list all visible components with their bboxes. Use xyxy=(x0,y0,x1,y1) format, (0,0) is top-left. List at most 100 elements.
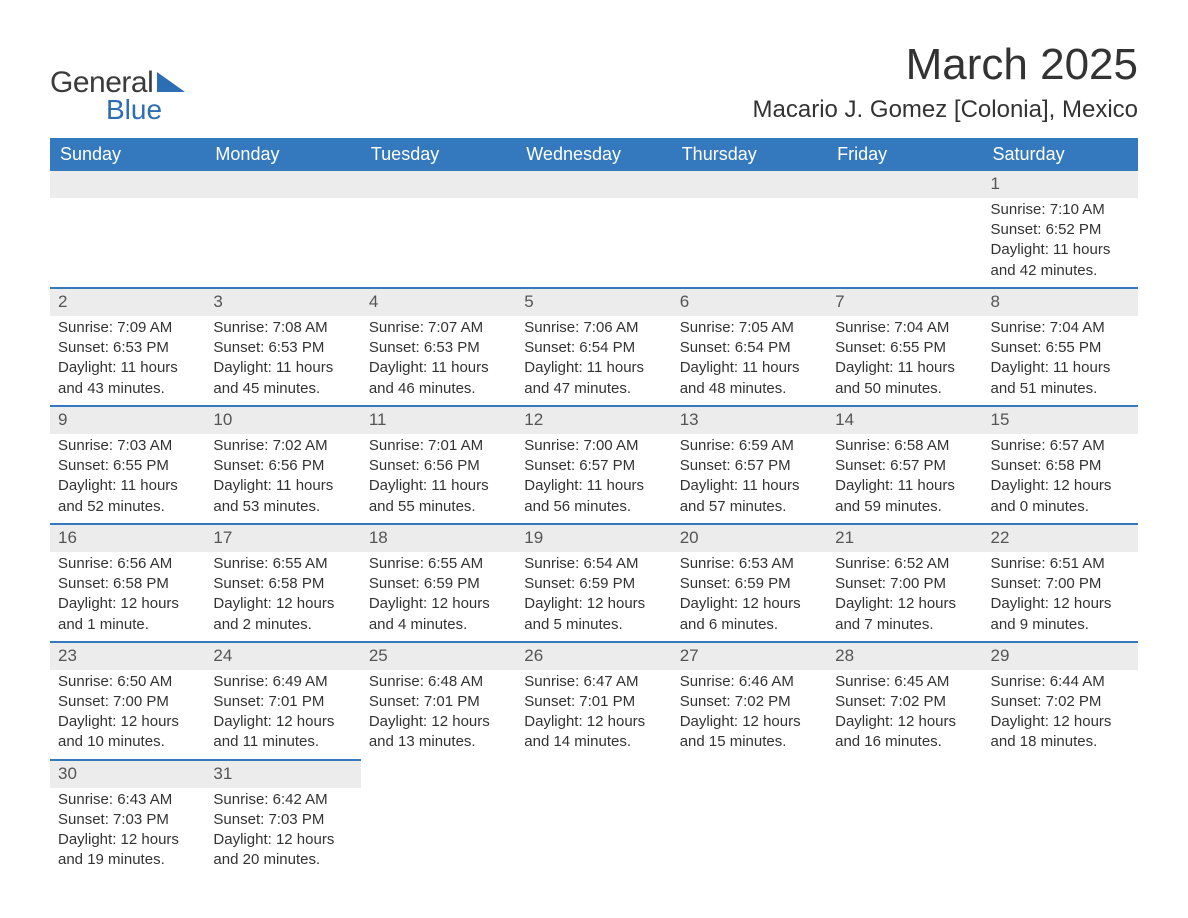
day-number-cell: 12 xyxy=(516,406,671,434)
sunset-text: Sunset: 6:58 PM xyxy=(213,574,352,594)
sunset-text: Sunset: 6:57 PM xyxy=(680,456,819,476)
day-number-cell xyxy=(827,171,982,198)
day1-text: Daylight: 12 hours xyxy=(524,712,663,732)
sunrise-text: Sunrise: 6:48 AM xyxy=(369,672,508,692)
day2-text: and 5 minutes. xyxy=(524,615,663,635)
day-detail-cell: Sunrise: 7:02 AMSunset: 6:56 PMDaylight:… xyxy=(205,434,360,524)
day-number-cell xyxy=(50,171,205,198)
location-subtitle: Macario J. Gomez [Colonia], Mexico xyxy=(753,96,1138,124)
day-number-cell: 15 xyxy=(983,406,1138,434)
day-detail-cell: Sunrise: 6:50 AMSunset: 7:00 PMDaylight:… xyxy=(50,670,205,760)
sunrise-text: Sunrise: 6:51 AM xyxy=(991,554,1130,574)
sunrise-text: Sunrise: 7:05 AM xyxy=(680,318,819,338)
day2-text: and 56 minutes. xyxy=(524,497,663,517)
sunset-text: Sunset: 6:59 PM xyxy=(524,574,663,594)
day-header: Wednesday xyxy=(516,138,671,171)
day2-text: and 50 minutes. xyxy=(835,379,974,399)
sunset-text: Sunset: 6:54 PM xyxy=(524,338,663,358)
day1-text: Daylight: 12 hours xyxy=(213,712,352,732)
day-detail-cell xyxy=(516,788,671,877)
day-detail-cell: Sunrise: 7:07 AMSunset: 6:53 PMDaylight:… xyxy=(361,316,516,406)
day1-text: Daylight: 11 hours xyxy=(58,476,197,496)
day-header: Sunday xyxy=(50,138,205,171)
day-number-cell: 28 xyxy=(827,642,982,670)
day2-text: and 57 minutes. xyxy=(680,497,819,517)
day2-text: and 55 minutes. xyxy=(369,497,508,517)
day-number-cell xyxy=(983,760,1138,788)
day1-text: Daylight: 11 hours xyxy=(58,358,197,378)
sunset-text: Sunset: 6:56 PM xyxy=(369,456,508,476)
day-detail-cell: Sunrise: 6:55 AMSunset: 6:58 PMDaylight:… xyxy=(205,552,360,642)
day-number: 26 xyxy=(524,646,543,665)
day-detail-cell: Sunrise: 6:51 AMSunset: 7:00 PMDaylight:… xyxy=(983,552,1138,642)
calendar-table: Sunday Monday Tuesday Wednesday Thursday… xyxy=(50,138,1138,877)
day1-text: Daylight: 12 hours xyxy=(835,712,974,732)
day2-text: and 45 minutes. xyxy=(213,379,352,399)
sunset-text: Sunset: 7:00 PM xyxy=(835,574,974,594)
day-number: 11 xyxy=(369,410,387,429)
sunrise-text: Sunrise: 6:47 AM xyxy=(524,672,663,692)
day-detail-cell xyxy=(205,198,360,288)
day-number-cell: 1 xyxy=(983,171,1138,198)
day2-text: and 13 minutes. xyxy=(369,732,508,752)
day-number: 17 xyxy=(213,528,232,547)
sunset-text: Sunset: 6:53 PM xyxy=(369,338,508,358)
day2-text: and 6 minutes. xyxy=(680,615,819,635)
day-number-cell xyxy=(205,171,360,198)
sunset-text: Sunset: 7:02 PM xyxy=(991,692,1130,712)
day-number: 29 xyxy=(991,646,1010,665)
sunset-text: Sunset: 7:01 PM xyxy=(524,692,663,712)
sunset-text: Sunset: 6:56 PM xyxy=(213,456,352,476)
day-number: 5 xyxy=(524,292,533,311)
day-number-cell xyxy=(516,171,671,198)
day-number-cell: 17 xyxy=(205,524,360,552)
day1-text: Daylight: 11 hours xyxy=(524,476,663,496)
week-number-row: 2345678 xyxy=(50,288,1138,316)
day-number: 3 xyxy=(213,292,222,311)
day2-text: and 10 minutes. xyxy=(58,732,197,752)
sunset-text: Sunset: 6:55 PM xyxy=(991,338,1130,358)
day-detail-cell: Sunrise: 6:52 AMSunset: 7:00 PMDaylight:… xyxy=(827,552,982,642)
day-number: 31 xyxy=(213,764,232,783)
day2-text: and 16 minutes. xyxy=(835,732,974,752)
page-header: General Blue March 2025 Macario J. Gomez… xyxy=(50,40,1138,126)
sunrise-text: Sunrise: 7:00 AM xyxy=(524,436,663,456)
day-number-cell: 3 xyxy=(205,288,360,316)
day-detail-cell: Sunrise: 6:54 AMSunset: 6:59 PMDaylight:… xyxy=(516,552,671,642)
sunset-text: Sunset: 6:53 PM xyxy=(58,338,197,358)
sunset-text: Sunset: 7:00 PM xyxy=(58,692,197,712)
day-detail-cell xyxy=(516,198,671,288)
day-number-cell: 27 xyxy=(672,642,827,670)
day2-text: and 48 minutes. xyxy=(680,379,819,399)
sunrise-text: Sunrise: 7:04 AM xyxy=(991,318,1130,338)
day-number: 9 xyxy=(58,410,67,429)
day-detail-cell: Sunrise: 7:06 AMSunset: 6:54 PMDaylight:… xyxy=(516,316,671,406)
day-detail-cell: Sunrise: 7:04 AMSunset: 6:55 PMDaylight:… xyxy=(983,316,1138,406)
day1-text: Daylight: 12 hours xyxy=(680,712,819,732)
day2-text: and 2 minutes. xyxy=(213,615,352,635)
sunrise-text: Sunrise: 6:58 AM xyxy=(835,436,974,456)
sunrise-text: Sunrise: 6:49 AM xyxy=(213,672,352,692)
day-number-cell: 9 xyxy=(50,406,205,434)
day2-text: and 4 minutes. xyxy=(369,615,508,635)
day-number-cell: 2 xyxy=(50,288,205,316)
day-number: 21 xyxy=(835,528,854,547)
day-number: 15 xyxy=(991,410,1010,429)
sunrise-text: Sunrise: 7:09 AM xyxy=(58,318,197,338)
sunrise-text: Sunrise: 6:42 AM xyxy=(213,790,352,810)
day-number: 7 xyxy=(835,292,844,311)
day2-text: and 11 minutes. xyxy=(213,732,352,752)
day-number: 4 xyxy=(369,292,378,311)
sunset-text: Sunset: 6:52 PM xyxy=(991,220,1130,240)
day1-text: Daylight: 12 hours xyxy=(991,594,1130,614)
day-number-cell xyxy=(361,760,516,788)
day-number-cell: 13 xyxy=(672,406,827,434)
day1-text: Daylight: 12 hours xyxy=(213,594,352,614)
calendar-body: 1Sunrise: 7:10 AMSunset: 6:52 PMDaylight… xyxy=(50,171,1138,877)
day-number: 19 xyxy=(524,528,543,547)
day1-text: Daylight: 11 hours xyxy=(680,358,819,378)
sunset-text: Sunset: 6:59 PM xyxy=(369,574,508,594)
sunrise-text: Sunrise: 6:44 AM xyxy=(991,672,1130,692)
sunrise-text: Sunrise: 7:07 AM xyxy=(369,318,508,338)
day1-text: Daylight: 11 hours xyxy=(835,476,974,496)
